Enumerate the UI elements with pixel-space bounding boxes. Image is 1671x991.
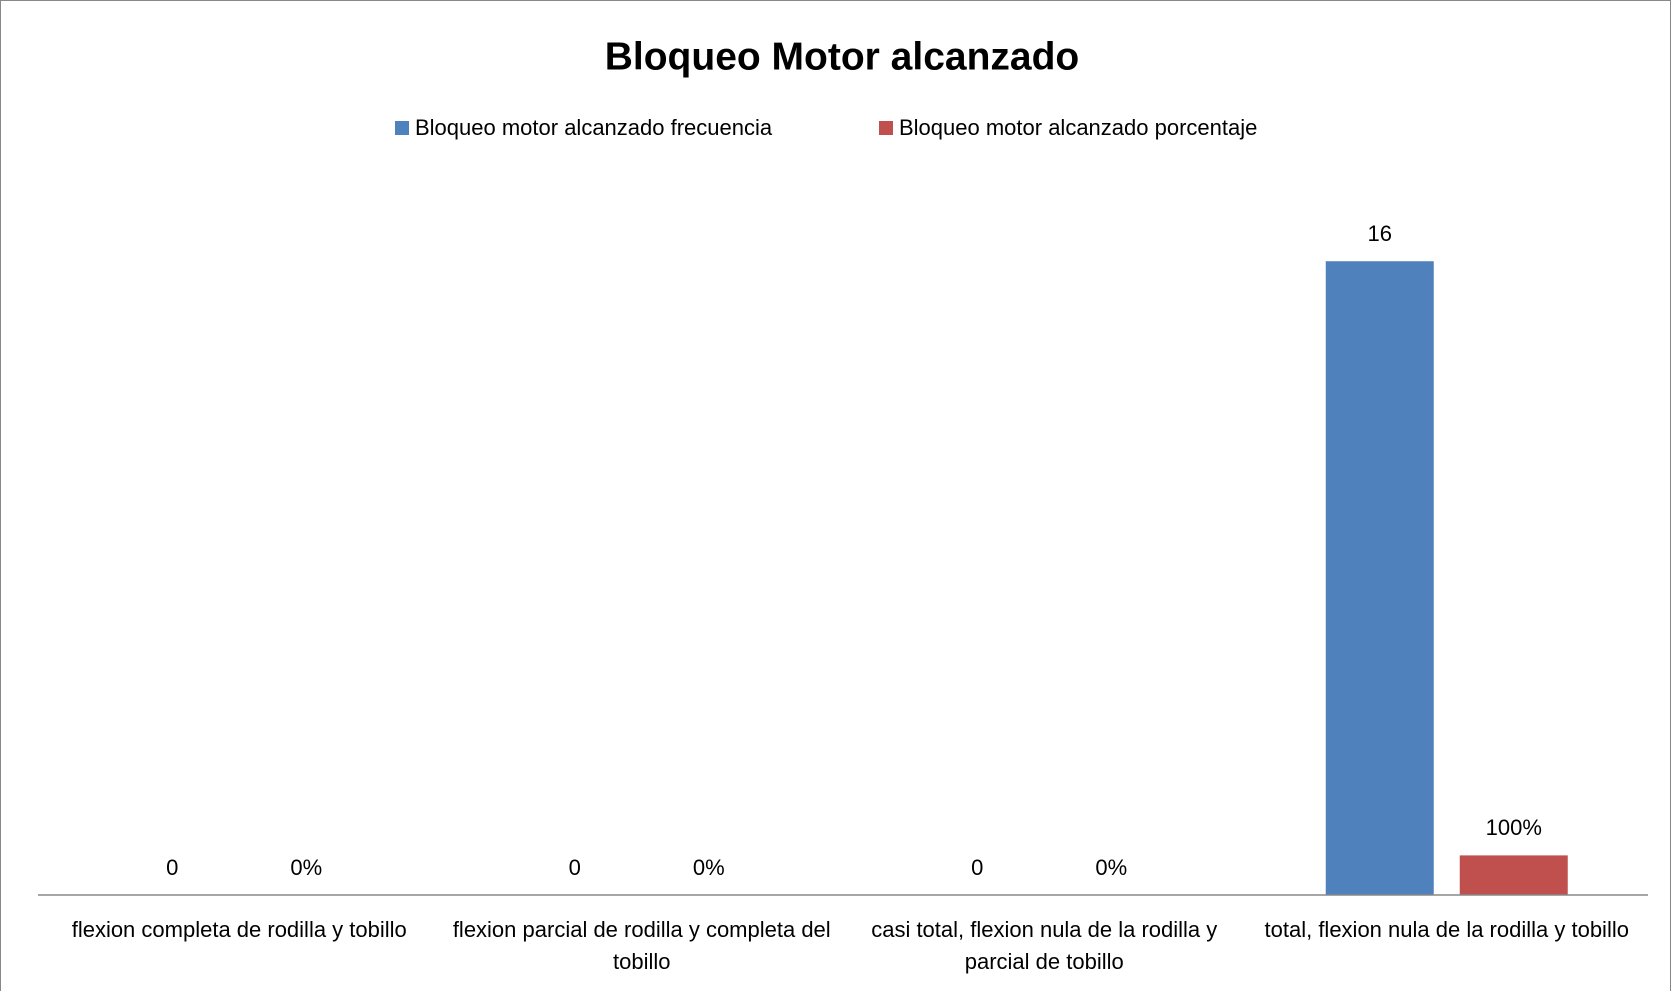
- data-label: 0%: [693, 855, 725, 880]
- x-tick-label: flexion completa de rodilla y tobillo: [71, 917, 407, 942]
- data-label: 0: [569, 855, 581, 880]
- data-label: 100%: [1486, 815, 1542, 840]
- legend-label: Bloqueo motor alcanzado porcentaje: [899, 115, 1257, 140]
- bar: [1459, 855, 1568, 895]
- data-label: 0%: [1095, 855, 1127, 880]
- x-tick-label: casi total, flexion nula de la rodilla y…: [871, 917, 1218, 974]
- legend-swatch: [395, 121, 409, 135]
- data-label: 0: [166, 855, 178, 880]
- bar: [1325, 261, 1434, 895]
- data-label: 0%: [290, 855, 322, 880]
- legend-label: Bloqueo motor alcanzado frecuencia: [415, 115, 773, 140]
- chart-title: Bloqueo Motor alcanzado: [605, 35, 1080, 78]
- data-label: 16: [1368, 221, 1392, 246]
- x-tick-label: flexion parcial de rodilla y completa de…: [452, 917, 831, 974]
- data-label: 0: [971, 855, 983, 880]
- x-tick-label: total, flexion nula de la rodilla y tobi…: [1264, 917, 1629, 942]
- legend-swatch: [879, 121, 893, 135]
